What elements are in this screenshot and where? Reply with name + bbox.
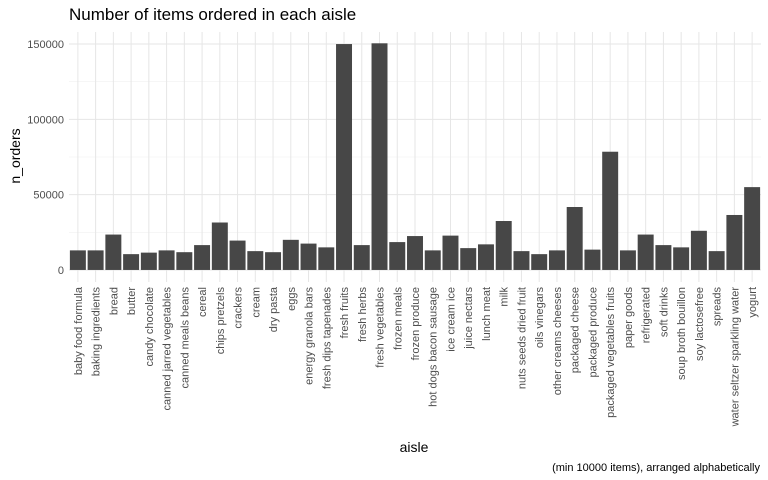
x-tick-label: lunch meat <box>481 287 493 341</box>
bar-candy-chocolate <box>140 252 157 270</box>
bar-juice-nectars <box>460 248 477 270</box>
x-tick-label: fresh herbs <box>357 287 369 343</box>
x-tick-label: refrigerated <box>641 287 653 343</box>
x-tick-label: spreads <box>712 287 724 327</box>
bar-canned-jarred-vegetables <box>158 250 175 270</box>
x-tick-label: cream <box>250 287 262 318</box>
x-tick-label: dry pasta <box>268 286 280 332</box>
x-tick-label: soup broth bouillon <box>676 287 688 380</box>
y-axis-title: n_orders <box>7 128 23 183</box>
bar-fresh-dips-tapenades <box>318 247 335 270</box>
bar-baking-ingredients <box>87 250 104 270</box>
bar-paper-goods <box>619 250 636 270</box>
x-tick-label: frozen produce <box>410 287 422 360</box>
bar-yogurt <box>744 187 761 270</box>
y-tick-label: 0 <box>58 265 64 277</box>
bar-soft-drinks <box>655 245 672 270</box>
bar-fresh-vegetables <box>371 43 388 270</box>
x-tick-label: ice cream ice <box>445 287 457 352</box>
x-tick-label: other creams cheeses <box>552 287 564 396</box>
bar-oils-vinegars <box>531 254 548 270</box>
bar-spreads <box>708 251 725 270</box>
y-tick-labels: 0 50000 100000 150000 <box>27 39 64 277</box>
x-tick-label: packaged vegetables fruits <box>605 287 617 418</box>
bar-other-creams-cheeses <box>548 250 565 270</box>
bar-ice-cream-ice <box>442 235 459 270</box>
bar-milk <box>495 221 512 270</box>
bar-dry-pasta <box>265 252 282 270</box>
bars <box>69 43 761 270</box>
x-tick-label: yogurt <box>747 287 759 318</box>
bar-chips-pretzels <box>211 222 228 270</box>
x-tick-label: baby food formula <box>73 286 85 375</box>
x-tick-label: cereal <box>197 287 209 317</box>
bar-eggs <box>282 239 299 270</box>
bar-fresh-fruits <box>336 44 353 270</box>
x-tick-label: fresh fruits <box>339 287 351 339</box>
x-tick-label: baking ingredients <box>91 287 103 377</box>
x-tick-label: energy granola bars <box>304 287 316 385</box>
bar-crackers <box>229 240 246 270</box>
bar-baby-food-formula <box>69 250 86 270</box>
x-tick-label: canned jarred vegetables <box>162 287 174 411</box>
bar-packaged-produce <box>584 249 601 270</box>
chart-title: Number of items ordered in each aisle <box>69 5 356 24</box>
x-tick-label: hot dogs bacon sausage <box>428 287 440 407</box>
x-tick-label: candy chocolate <box>144 287 156 367</box>
bar-lunch-meat <box>477 244 494 270</box>
bar-fresh-herbs <box>353 245 370 270</box>
x-tick-label: chips pretzels <box>215 287 227 355</box>
bar-cream <box>247 251 264 270</box>
bar-soy-lactosefree <box>690 230 707 270</box>
x-tick-label: oils vinegars <box>534 287 546 349</box>
bar-frozen-produce <box>407 236 423 270</box>
bar-refrigerated <box>637 234 654 270</box>
x-tick-label: bread <box>108 287 120 315</box>
x-tick-label: fresh dips tapenades <box>321 287 333 390</box>
y-tick-label: 150000 <box>27 39 64 51</box>
x-tick-label: fresh vegetables <box>375 287 387 368</box>
x-tick-label: packaged produce <box>587 287 599 378</box>
x-tick-label: frozen meals <box>392 287 404 350</box>
x-tick-label: juice nectars <box>463 287 475 350</box>
x-tick-labels: baby food formula baking ingredients bread… <box>73 286 759 427</box>
bar-hot-dogs-bacon-sausage <box>424 250 441 270</box>
x-axis-title: aisle <box>400 439 429 455</box>
x-tick-label: soy lactosefree <box>694 287 706 361</box>
x-tick-label: canned meals beans <box>179 287 191 389</box>
y-tick-label: 50000 <box>33 190 64 202</box>
bar-butter <box>123 254 140 270</box>
bar-energy-granola-bars <box>300 243 317 270</box>
x-tick-label: packaged cheese <box>570 287 582 373</box>
x-tick-label: soft drinks <box>658 287 670 338</box>
x-tick-label: eggs <box>286 287 298 311</box>
bar-soup-broth-bouillon <box>673 247 690 270</box>
bar-packaged-vegetables-fruits <box>602 151 619 270</box>
bar-frozen-meals <box>389 242 406 270</box>
x-tick-label: butter <box>126 287 138 315</box>
x-tick-label: nuts seeds dried fruit <box>516 287 528 389</box>
bar-nuts-seeds-dried-fruit <box>513 251 530 270</box>
chart-caption: (min 10000 items), arranged alphabetical… <box>552 462 760 474</box>
bar-bread <box>105 234 122 270</box>
bar-cereal <box>194 245 211 270</box>
y-tick-label: 100000 <box>27 114 64 126</box>
bar-canned-meals-beans <box>176 252 193 270</box>
x-tick-label: water seltzer sparkling water <box>729 287 741 428</box>
bar-packaged-cheese <box>566 207 583 270</box>
bar-water-seltzer-sparkling-water <box>726 214 743 270</box>
x-tick-label: crackers <box>233 287 245 329</box>
x-tick-label: milk <box>499 287 511 307</box>
x-tick-label: paper goods <box>623 287 635 349</box>
